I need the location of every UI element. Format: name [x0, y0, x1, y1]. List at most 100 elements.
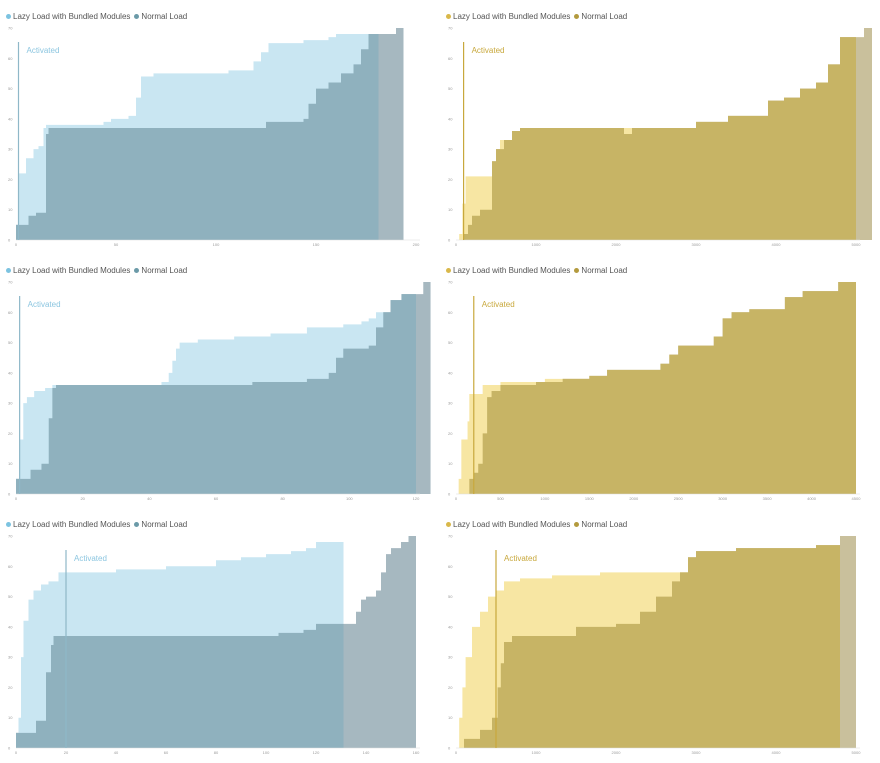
y-tick-label: 0	[8, 746, 11, 751]
x-tick-label: 50	[114, 242, 119, 247]
chart-legend: Lazy Load with Bundled Modules Normal Lo…	[6, 12, 189, 21]
x-tick-label: 1000	[540, 496, 550, 501]
activated-label: Activated	[27, 46, 60, 55]
x-tick-label: 4000	[772, 242, 782, 247]
x-tick-label: 2000	[629, 496, 639, 501]
x-tick-label: 4500	[852, 496, 862, 501]
y-tick-label: 20	[8, 685, 13, 690]
x-tick-label: 4000	[807, 496, 817, 501]
area-chart-svg: 0 50 100 150 200 0 10 20 30 40 50 60 70 Activated	[8, 26, 420, 248]
y-tick-label: 50	[8, 340, 13, 345]
y-tick-label: 10	[8, 207, 13, 212]
y-tick-label: 70	[448, 280, 453, 285]
legend-item-normal: Normal Load	[574, 266, 627, 275]
legend-label-normal: Normal Load	[581, 12, 628, 21]
x-tick-label: 100	[263, 750, 270, 755]
x-tick-label: 0	[15, 496, 18, 501]
normal-load-area	[456, 282, 856, 494]
y-tick-label: 50	[448, 86, 453, 91]
chart-legend: Lazy Load with Bundled Modules Normal Lo…	[446, 266, 629, 275]
legend-swatch-normal	[134, 14, 140, 19]
y-tick-label: 40	[8, 624, 13, 629]
activated-label: Activated	[74, 554, 107, 563]
y-tick-label: 30	[8, 655, 13, 660]
legend-swatch-lazy	[6, 522, 11, 527]
normal-load-area	[456, 536, 840, 748]
legend-swatch-normal	[574, 14, 580, 19]
legend-label-lazy: Lazy Load with Bundled Modules	[13, 520, 131, 529]
y-tick-label: 0	[448, 492, 451, 497]
chart-panel-1: Lazy Load with Bundled Modules Normal Lo…	[0, 0, 440, 254]
area-chart-svg: 0 1000 2000 3000 4000 5000 0 10 20 30 40 50 60 70 Acti…	[448, 534, 862, 756]
y-tick-label: 70	[8, 280, 13, 285]
normal-load-area	[456, 37, 856, 240]
x-tick-label: 3000	[718, 496, 728, 501]
legend-label-normal: Normal Load	[141, 12, 188, 21]
legend-item-lazy: Lazy Load with Bundled Modules	[6, 266, 130, 275]
y-tick-label: 50	[8, 594, 13, 599]
y-tick-label: 20	[448, 431, 453, 436]
y-tick-label: 40	[448, 370, 453, 375]
y-tick-label: 60	[448, 56, 453, 61]
legend-item-normal: Normal Load	[574, 12, 627, 21]
x-tick-label: 5000	[852, 750, 862, 755]
legend-swatch-lazy	[446, 14, 451, 19]
x-tick-label: 3000	[692, 750, 702, 755]
area-chart-svg: 0 20 40 60 80 100 120 140 160 0 10 20 30 40 50 60 70 Acti…	[8, 534, 420, 756]
x-tick-label: 150	[313, 242, 320, 247]
legend-label-normal: Normal Load	[141, 520, 188, 529]
y-tick-label: 60	[448, 310, 453, 315]
legend-swatch-normal	[134, 268, 140, 273]
legend-swatch-normal	[574, 522, 580, 527]
x-tick-label: 20	[64, 750, 69, 755]
x-tick-label: 0	[455, 496, 458, 501]
legend-item-normal: Normal Load	[134, 12, 187, 21]
y-tick-label: 10	[448, 461, 453, 466]
y-tick-label: 30	[8, 401, 13, 406]
y-tick-label: 70	[8, 26, 13, 31]
legend-item-normal: Normal Load	[134, 520, 187, 529]
y-tick-label: 60	[8, 56, 13, 61]
x-tick-label: 2000	[612, 242, 622, 247]
y-tick-label: 40	[8, 370, 13, 375]
y-tick-label: 20	[448, 685, 453, 690]
legend-swatch-normal	[574, 268, 580, 273]
chart-panel-2: Lazy Load with Bundled Modules Normal Lo…	[440, 0, 880, 254]
legend-item-lazy: Lazy Load with Bundled Modules	[6, 12, 130, 21]
x-tick-label: 1000	[532, 750, 542, 755]
x-tick-label: 0	[455, 242, 458, 247]
x-tick-label: 4000	[772, 750, 782, 755]
x-tick-label: 160	[413, 750, 420, 755]
normal-load-area	[16, 623, 344, 748]
y-tick-label: 50	[8, 86, 13, 91]
y-tick-label: 40	[8, 116, 13, 121]
legend-label-lazy: Lazy Load with Bundled Modules	[453, 12, 571, 21]
area-chart-svg: 0 500 1000 1500 2000 2500 3000 3500 4000 4500 0 10 2…	[448, 280, 862, 502]
x-tick-label: 40	[147, 496, 152, 501]
y-tick-label: 70	[8, 534, 13, 539]
y-tick-label: 20	[8, 177, 13, 182]
x-tick-label: 0	[455, 750, 458, 755]
x-tick-label: 3000	[692, 242, 702, 247]
x-tick-label: 0	[15, 750, 18, 755]
y-tick-label: 10	[8, 715, 13, 720]
legend-label-lazy: Lazy Load with Bundled Modules	[453, 520, 571, 529]
legend-item-lazy: Lazy Load with Bundled Modules	[446, 520, 570, 529]
chart-legend: Lazy Load with Bundled Modules Normal Lo…	[446, 520, 629, 529]
x-tick-label: 5000	[852, 242, 862, 247]
x-tick-label: 500	[497, 496, 504, 501]
y-tick-label: 40	[448, 624, 453, 629]
legend-label-lazy: Lazy Load with Bundled Modules	[13, 266, 131, 275]
chart-panel-3: Lazy Load with Bundled Modules Normal Lo…	[0, 254, 440, 508]
chart-legend: Lazy Load with Bundled Modules Normal Lo…	[6, 520, 189, 529]
legend-label-lazy: Lazy Load with Bundled Modules	[453, 266, 571, 275]
x-tick-label: 2500	[674, 496, 684, 501]
chart-legend: Lazy Load with Bundled Modules Normal Lo…	[446, 12, 629, 21]
x-tick-label: 3500	[763, 496, 773, 501]
x-tick-label: 1500	[585, 496, 595, 501]
legend-swatch-lazy	[446, 268, 451, 273]
x-tick-label: 60	[214, 496, 219, 501]
y-tick-label: 50	[448, 594, 453, 599]
x-tick-label: 80	[214, 750, 219, 755]
legend-item-normal: Normal Load	[574, 520, 627, 529]
